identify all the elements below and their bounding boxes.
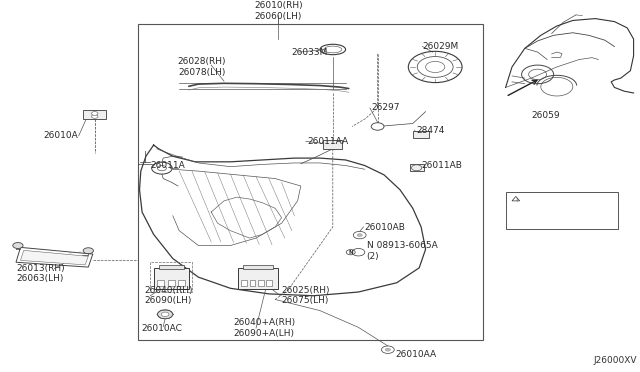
Bar: [238, 268, 278, 289]
Circle shape: [346, 250, 355, 255]
Text: 26011AA: 26011AA: [307, 137, 348, 146]
Text: 26040+A(RH)
26090+A(LH): 26040+A(RH) 26090+A(LH): [234, 318, 296, 338]
Circle shape: [371, 123, 384, 130]
Circle shape: [385, 348, 390, 351]
Polygon shape: [512, 196, 520, 201]
Text: 26028(RH)
26078(LH): 26028(RH) 26078(LH): [177, 57, 226, 77]
Circle shape: [13, 243, 23, 248]
Text: 26010AC: 26010AC: [141, 324, 182, 333]
Circle shape: [157, 310, 173, 319]
Polygon shape: [20, 250, 88, 265]
Text: 26010(RH)
26060(LH): 26010(RH) 26060(LH): [254, 1, 303, 21]
Bar: [323, 140, 342, 149]
Bar: [506, 192, 618, 229]
Bar: [154, 268, 189, 289]
Text: N: N: [348, 250, 353, 255]
Circle shape: [92, 112, 98, 115]
Bar: [413, 131, 429, 138]
Text: 26010AB: 26010AB: [365, 223, 406, 232]
Circle shape: [353, 231, 366, 239]
Text: 26010AA: 26010AA: [396, 350, 436, 359]
Bar: [266, 280, 272, 286]
Text: 26013(RH)
26063(LH): 26013(RH) 26063(LH): [16, 264, 65, 283]
Circle shape: [357, 234, 362, 237]
Bar: [150, 262, 192, 292]
Circle shape: [92, 115, 98, 118]
Text: 26029M: 26029M: [422, 42, 459, 51]
Text: !: !: [515, 198, 517, 203]
Text: 26011A: 26011A: [150, 161, 185, 170]
Text: 26025(RH)
26075(LH): 26025(RH) 26075(LH): [282, 286, 330, 305]
Text: N 08913-6065A
(2): N 08913-6065A (2): [367, 241, 438, 261]
Text: 26040(RH)
26090(LH): 26040(RH) 26090(LH): [145, 286, 193, 305]
Circle shape: [381, 346, 394, 353]
Bar: [157, 280, 164, 286]
Bar: [159, 265, 184, 269]
Circle shape: [83, 248, 93, 254]
Text: J26000XV: J26000XV: [593, 356, 637, 365]
Text: 28474: 28474: [416, 126, 444, 135]
Bar: [83, 110, 106, 119]
Bar: [178, 280, 185, 286]
Text: 26059: 26059: [532, 111, 560, 120]
Text: 26011AB: 26011AB: [421, 161, 462, 170]
Circle shape: [352, 248, 365, 256]
Circle shape: [161, 312, 169, 317]
Text: 26297: 26297: [371, 103, 400, 112]
Bar: [241, 280, 247, 286]
Bar: [258, 280, 264, 286]
Bar: [250, 280, 255, 286]
Bar: [138, 24, 483, 340]
Text: 26010A: 26010A: [44, 131, 78, 140]
Text: 26033M: 26033M: [291, 48, 328, 57]
Bar: [168, 280, 175, 286]
Bar: [243, 265, 273, 269]
Bar: [410, 164, 424, 171]
